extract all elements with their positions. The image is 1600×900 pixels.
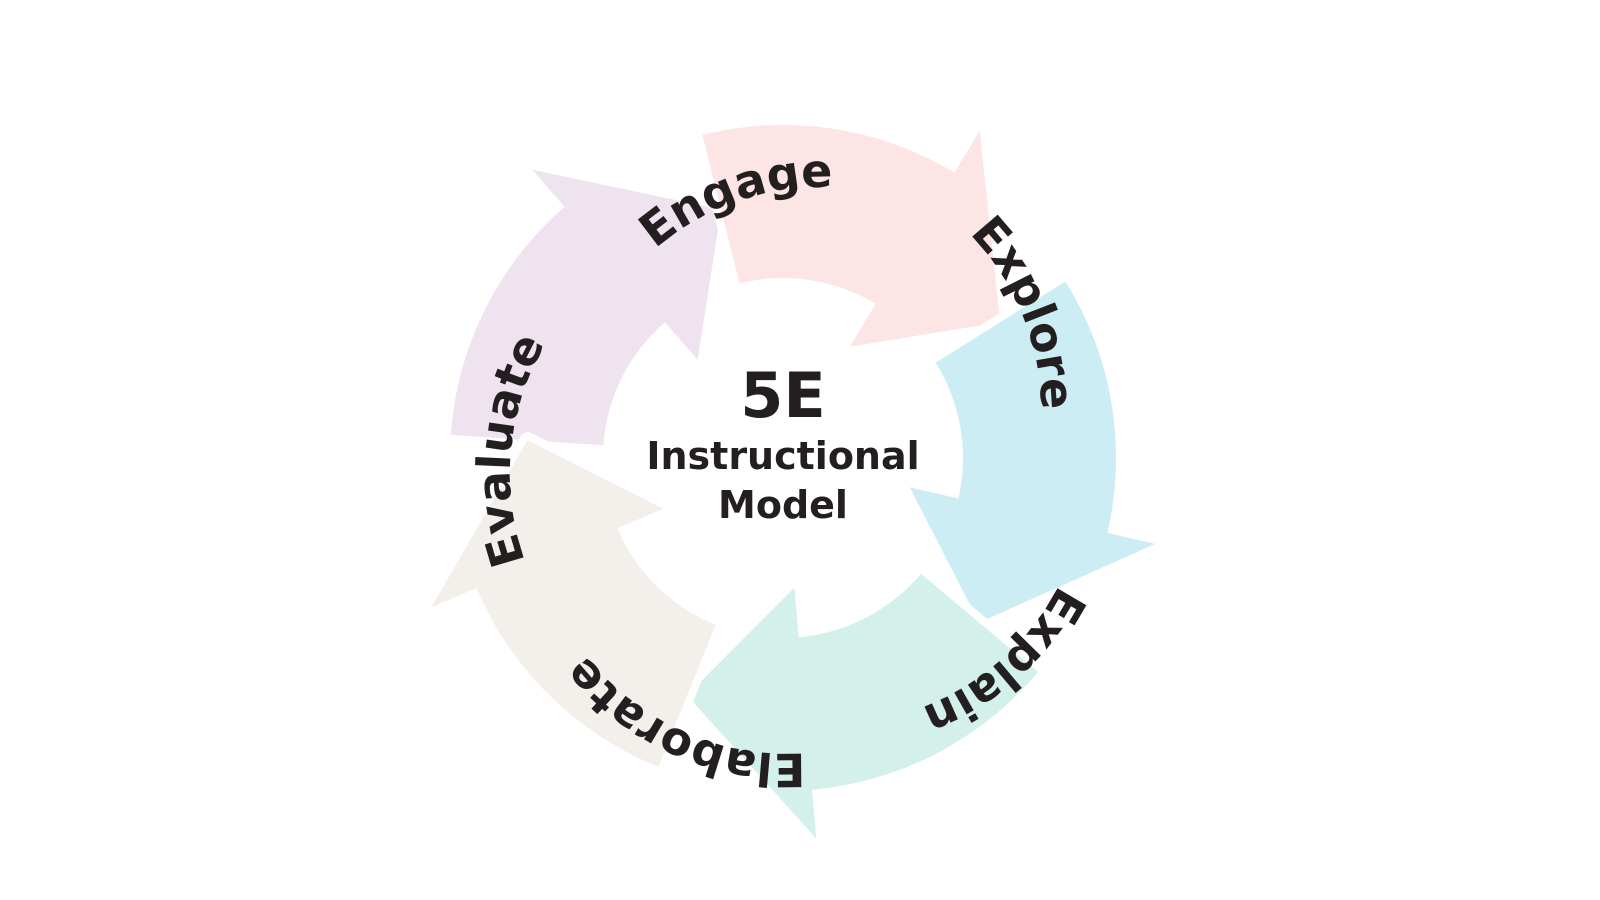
arrow-explain xyxy=(901,273,1164,631)
center-subtitle-line2: Model xyxy=(718,483,848,527)
arrow-elaborate xyxy=(679,565,1047,847)
arrow-engage xyxy=(442,161,730,454)
arrow-evaluate xyxy=(423,432,724,775)
arrow-explore xyxy=(694,117,1009,355)
center-label: 5E Instructional Model xyxy=(646,359,919,527)
center-title: 5E xyxy=(740,359,826,432)
center-subtitle-line1: Instructional xyxy=(646,434,919,478)
